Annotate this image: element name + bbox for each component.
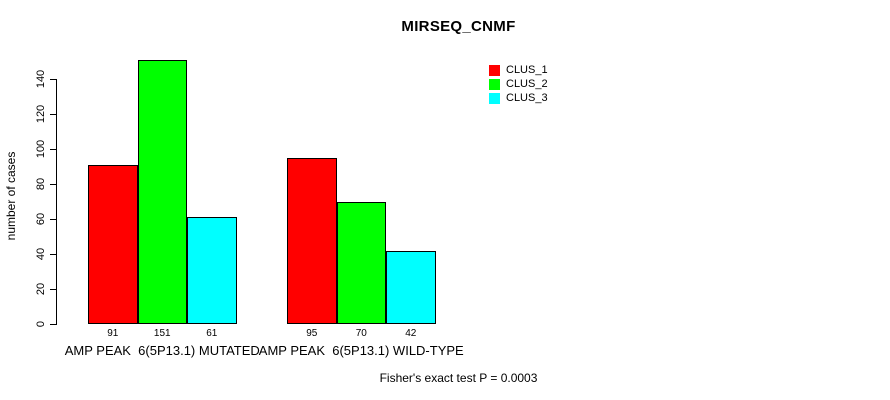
legend-label-clus_1: CLUS_1 (506, 64, 548, 76)
y-tick-mark (50, 253, 56, 255)
bar-clus_1-group1 (88, 164, 138, 324)
x-category-label: AMP PEAK 6(5P13.1) MUTATED (64, 343, 260, 358)
y-tick-label: 140 (35, 69, 47, 89)
legend-swatch-clus_1 (489, 65, 500, 76)
y-tick-label: 100 (35, 139, 47, 159)
chart-title: MIRSEQ_CNMF (401, 18, 516, 35)
y-axis-label: number of cases (4, 151, 18, 241)
y-tick-mark (50, 78, 56, 80)
x-category-label: AMP PEAK 6(5P13.1) WILD-TYPE (258, 343, 464, 358)
bar-clus_3-group2 (386, 250, 436, 324)
y-tick-label: 60 (35, 212, 47, 226)
y-tick-label: 0 (35, 320, 47, 328)
y-axis-line (56, 79, 57, 325)
bar-clus_2-group2 (336, 201, 386, 324)
y-tick-mark (50, 113, 56, 115)
y-tick-mark (50, 218, 56, 220)
y-tick-mark (50, 148, 56, 150)
bar-value-label: 61 (206, 328, 218, 339)
y-tick-mark (50, 183, 56, 185)
bar-clus_3-group1 (187, 217, 237, 324)
y-tick-label: 80 (35, 177, 47, 191)
footnote-annotation: Fisher's exact test P = 0.0003 (379, 371, 538, 385)
legend-label-clus_3: CLUS_3 (506, 92, 548, 104)
bar-clus_1-group2 (287, 157, 337, 324)
bar-value-label: 42 (405, 328, 417, 339)
y-tick-label: 120 (35, 104, 47, 124)
bar-value-label: 151 (153, 328, 171, 339)
y-tick-mark (50, 288, 56, 290)
bar-clus_2-group1 (137, 59, 187, 324)
bar-value-label: 95 (306, 328, 318, 339)
y-tick-mark (50, 323, 56, 325)
legend-swatch-clus_3 (489, 93, 500, 104)
legend-swatch-clus_2 (489, 79, 500, 90)
y-tick-label: 20 (35, 282, 47, 296)
legend-label-clus_2: CLUS_2 (506, 78, 548, 90)
y-tick-label: 40 (35, 247, 47, 261)
bar-value-label: 91 (107, 328, 119, 339)
bar-value-label: 70 (355, 328, 367, 339)
